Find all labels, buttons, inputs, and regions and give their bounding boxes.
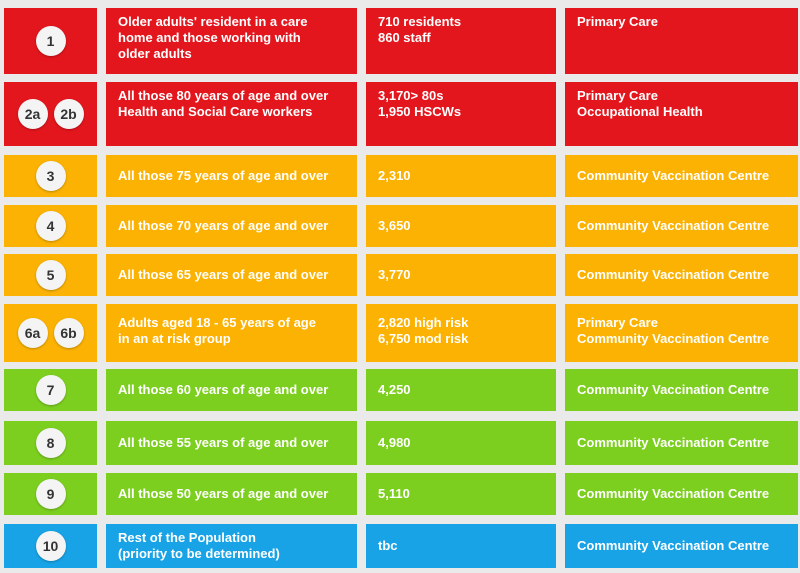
table-row: 7 All those 60 years of age and over 4,2… [0, 369, 800, 411]
table-row: 6a 6b Adults aged 18 - 65 years of age i… [0, 304, 800, 362]
priority-badge: 2a [17, 99, 48, 129]
delivery-location-cell: Primary Care Occupational Health [565, 82, 798, 146]
table-row: 3 All those 75 years of age and over 2,3… [0, 155, 800, 197]
population-count-cell: 2,310 [366, 155, 556, 197]
population-count-cell: 710 residents 860 staff [366, 8, 556, 74]
delivery-location-cell: Primary Care Community Vaccination Centr… [565, 304, 798, 362]
priority-badge: 1 [35, 26, 66, 56]
priority-cell: 1 [4, 8, 97, 74]
table-row: 8 All those 55 years of age and over 4,9… [0, 421, 800, 465]
delivery-location-cell: Community Vaccination Centre [565, 369, 798, 411]
population-count-cell: 5,110 [366, 473, 556, 515]
priority-badge: 7 [35, 375, 66, 405]
eligible-group-cell: Older adults' resident in a care home an… [106, 8, 357, 74]
eligible-group-cell: All those 80 years of age and over Healt… [106, 82, 357, 146]
priority-badge: 10 [35, 531, 66, 561]
delivery-location-cell: Community Vaccination Centre [565, 155, 798, 197]
population-count-cell: 3,650 [366, 205, 556, 247]
table-row: 2a 2b All those 80 years of age and over… [0, 82, 800, 146]
priority-cell: 6a 6b [4, 304, 97, 362]
population-count-cell: 4,980 [366, 421, 556, 465]
population-count-cell: 2,820 high risk 6,750 mod risk [366, 304, 556, 362]
eligible-group-cell: Adults aged 18 - 65 years of age in an a… [106, 304, 357, 362]
priority-cell: 8 [4, 421, 97, 465]
table-row: 1 Older adults' resident in a care home … [0, 8, 800, 74]
population-count-cell: tbc [366, 524, 556, 568]
population-count-cell: 3,170> 80s 1,950 HSCWs [366, 82, 556, 146]
eligible-group-cell: All those 65 years of age and over [106, 254, 357, 296]
priority-cell: 9 [4, 473, 97, 515]
population-count-cell: 3,770 [366, 254, 556, 296]
table-row: 4 All those 70 years of age and over 3,6… [0, 205, 800, 247]
eligible-group-cell: All those 70 years of age and over [106, 205, 357, 247]
population-count-cell: 4,250 [366, 369, 556, 411]
priority-badge: 2b [53, 99, 84, 129]
priority-cell: 5 [4, 254, 97, 296]
eligible-group-cell: All those 75 years of age and over [106, 155, 357, 197]
delivery-location-cell: Community Vaccination Centre [565, 421, 798, 465]
table-row: 10 Rest of the Population (priority to b… [0, 524, 800, 568]
eligible-group-cell: All those 55 years of age and over [106, 421, 357, 465]
priority-cell: 7 [4, 369, 97, 411]
table-row: 9 All those 50 years of age and over 5,1… [0, 473, 800, 515]
eligible-group-cell: All those 60 years of age and over [106, 369, 357, 411]
delivery-location-cell: Community Vaccination Centre [565, 524, 798, 568]
delivery-location-cell: Community Vaccination Centre [565, 473, 798, 515]
priority-badge: 6b [53, 318, 84, 348]
priority-badge: 3 [35, 161, 66, 191]
priority-badge: 6a [17, 318, 48, 348]
priority-badge: 4 [35, 211, 66, 241]
priority-cell: 10 [4, 524, 97, 568]
eligible-group-cell: Rest of the Population (priority to be d… [106, 524, 357, 568]
priority-cell: 3 [4, 155, 97, 197]
priority-cell: 4 [4, 205, 97, 247]
delivery-location-cell: Community Vaccination Centre [565, 205, 798, 247]
priority-badge: 9 [35, 479, 66, 509]
eligible-group-cell: All those 50 years of age and over [106, 473, 357, 515]
priority-cell: 2a 2b [4, 82, 97, 146]
table-row: 5 All those 65 years of age and over 3,7… [0, 254, 800, 296]
priority-badge: 5 [35, 260, 66, 290]
priority-badge: 8 [35, 428, 66, 458]
delivery-location-cell: Primary Care [565, 8, 798, 74]
delivery-location-cell: Community Vaccination Centre [565, 254, 798, 296]
